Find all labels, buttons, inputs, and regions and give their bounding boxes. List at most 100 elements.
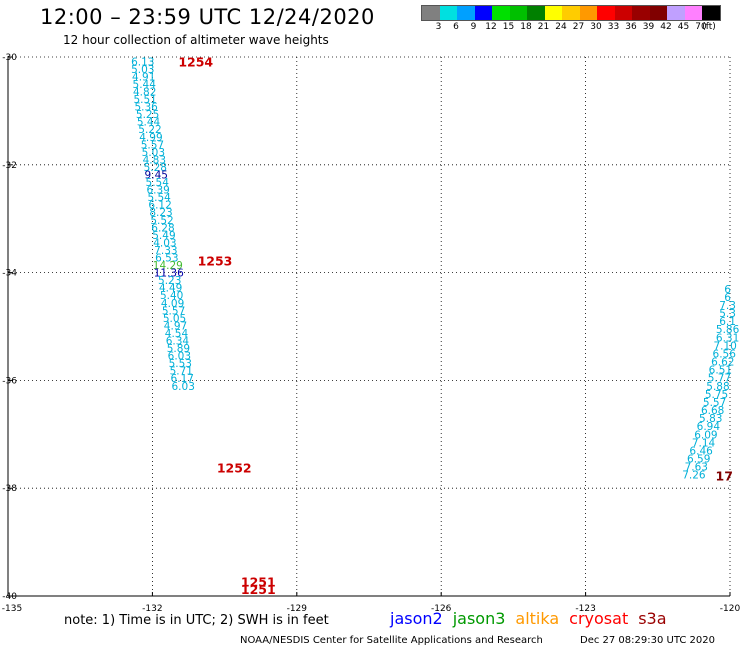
color-scale-label: 15 — [502, 22, 515, 32]
color-swatch — [614, 6, 632, 20]
color-scale-label: (ft) — [702, 22, 716, 32]
swh-value-label: 5.51 — [133, 94, 156, 106]
swh-value-label: 6.46 — [689, 445, 713, 457]
satellite-legend: jason2 jason3 altika cryosat s3a — [390, 609, 677, 628]
swh-value-label: 7.10 — [713, 340, 736, 352]
y-tick-label: -40 — [2, 592, 17, 602]
track-number-label: 1251 — [241, 574, 276, 589]
swh-value-label: 4.83 — [143, 154, 166, 166]
color-swatch — [632, 6, 650, 20]
color-scale-label: 42 — [660, 22, 672, 32]
color-swatch — [702, 6, 720, 20]
track-number-label: 1254 — [178, 54, 213, 69]
color-swatch — [579, 6, 597, 20]
swh-value-label: 6.13 — [131, 56, 154, 68]
color-scale-label: 39 — [642, 22, 655, 32]
swh-value-label: 8.23 — [149, 207, 172, 219]
color-swatch — [649, 6, 667, 20]
color-scale-label: 6 — [453, 22, 459, 32]
x-tick-label: -129 — [287, 604, 308, 614]
color-swatch — [422, 6, 440, 20]
color-scale-label: 18 — [520, 22, 532, 32]
satellite-altika: altika — [515, 609, 560, 628]
swh-value-label: 6 — [724, 292, 731, 304]
swh-value-label: 7.26 — [682, 470, 706, 482]
color-scale-bar — [421, 5, 721, 21]
swh-value-label: 6.03 — [168, 351, 191, 363]
satellite-jason2: jason2 — [390, 609, 443, 628]
swh-value-label: 4.09 — [161, 298, 184, 310]
swh-value-label: 5.49 — [152, 230, 175, 242]
swh-value-label: 5.83 — [699, 413, 722, 425]
swh-value-label: 6.94 — [697, 421, 721, 433]
swh-value-label: 5.28 — [144, 162, 167, 174]
track-number-label: 1251 — [241, 582, 276, 597]
swh-value-label: 9.45 — [145, 170, 168, 182]
swh-value-label: 5.03 — [131, 64, 154, 76]
color-scale-label: 12 — [485, 22, 497, 32]
color-swatch — [509, 6, 527, 20]
color-swatch — [527, 6, 545, 20]
chart-title: 12:00 – 23:59 UTC 12/24/2020 — [40, 5, 375, 29]
swh-value-label: 5.22 — [138, 124, 161, 136]
swh-value-label: 4.54 — [165, 328, 189, 340]
swh-value-label: 4.82 — [133, 86, 156, 98]
swh-value-label: 6.68 — [701, 405, 724, 417]
swh-value-label: 4.49 — [159, 283, 182, 295]
credit-line: NOAA/NESDIS Center for Satellite Applica… — [240, 635, 543, 646]
swh-value-label: 6.39 — [146, 185, 169, 197]
color-scale-label: 3 — [435, 22, 442, 32]
x-tick-label: -123 — [575, 604, 595, 614]
color-scale-label: 27 — [572, 22, 585, 32]
y-tick-label: -32 — [2, 161, 17, 171]
x-tick-label: -120 — [720, 604, 740, 614]
color-swatch — [439, 6, 457, 20]
swh-value-label: 5.89 — [167, 343, 190, 355]
swh-value-label: 4.91 — [132, 71, 155, 83]
satellite-s3a: s3a — [638, 609, 667, 628]
swh-value-label: 6.62 — [711, 357, 734, 369]
chart-subtitle: 12 hour collection of altimeter wave hei… — [63, 33, 329, 47]
swh-value-label: 4.03 — [153, 237, 176, 249]
satellite-cryosat: cryosat — [569, 609, 629, 628]
swh-value-label: 5.23 — [158, 275, 181, 287]
swh-value-label: 6.56 — [713, 348, 737, 360]
satellite-jason3: jason3 — [452, 609, 506, 628]
swh-value-label: 5.71 — [170, 366, 193, 378]
swh-value-label: 4.99 — [139, 132, 162, 144]
swh-value-label: 11.36 — [154, 268, 184, 280]
swh-value-label: 4.97 — [164, 320, 187, 332]
swh-value-label: 6.1 — [719, 316, 736, 328]
color-swatch — [597, 6, 615, 20]
color-swatch — [562, 6, 580, 20]
swh-value-label: 5.03 — [142, 147, 165, 159]
y-tick-label: -30 — [2, 53, 17, 63]
swh-value-label: 5.77 — [708, 373, 731, 385]
swh-value-label: 6.28 — [151, 222, 174, 234]
track-number-label: 1252 — [217, 461, 252, 476]
y-tick-label: -36 — [2, 376, 17, 386]
swh-value-label: 5.75 — [705, 389, 728, 401]
color-swatch — [667, 6, 685, 20]
swh-value-label: 6.12 — [148, 200, 171, 212]
color-scale-label: 21 — [537, 22, 550, 32]
swh-value-label: 6.59 — [687, 454, 710, 466]
color-swatch — [684, 6, 702, 20]
swh-value-label: 6.17 — [171, 373, 194, 385]
swh-value-label: 6.53 — [155, 253, 178, 265]
swh-value-label: 5.57 — [162, 305, 185, 317]
swh-value-label: 5.44 — [133, 79, 157, 91]
swh-value-label: 5.57 — [141, 139, 164, 151]
swh-value-label: 5.44 — [137, 117, 161, 129]
swh-value-label: 5.54 — [146, 177, 170, 189]
color-swatch — [457, 6, 475, 20]
track-number-label: 1253 — [198, 254, 233, 269]
swh-value-label: 5.54 — [147, 192, 171, 204]
swh-value-label: 5.3 — [719, 308, 736, 320]
swh-value-label: 5.05 — [163, 313, 186, 325]
color-swatch — [492, 6, 510, 20]
swh-value-label: 5.36 — [134, 102, 158, 114]
y-tick-label: -38 — [2, 484, 17, 494]
swh-value-label: 6.31 — [716, 332, 739, 344]
